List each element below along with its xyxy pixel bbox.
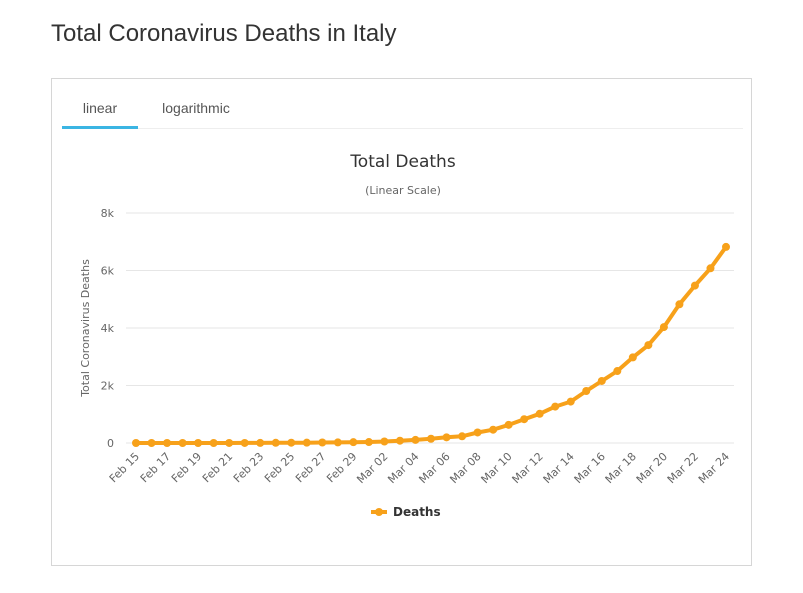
data-point[interactable] [364, 438, 373, 447]
data-point[interactable] [395, 436, 404, 445]
data-point[interactable] [597, 376, 606, 385]
x-tick-label: Feb 17 [138, 450, 173, 485]
x-tick-label: Mar 08 [447, 450, 483, 486]
data-point[interactable] [411, 435, 420, 444]
gridlines [126, 212, 734, 444]
tab-logarithmic-label: logarithmic [162, 100, 230, 116]
page-title: Total Coronavirus Deaths in Italy [51, 20, 397, 47]
data-point[interactable] [551, 402, 560, 411]
data-point[interactable] [644, 341, 653, 350]
y-axis-title: Total Coronavirus Deaths [79, 259, 92, 398]
y-tick-label: 6k [101, 265, 115, 278]
data-point[interactable] [706, 264, 715, 273]
data-point[interactable] [225, 438, 234, 447]
y-tick-label: 0 [107, 437, 114, 450]
y-axis-ticks: 0 2k 4k 6k 8k [101, 207, 115, 450]
x-tick-label: Mar 10 [479, 450, 515, 486]
x-tick-label: Feb 19 [169, 450, 204, 485]
legend[interactable]: Deaths [371, 505, 441, 519]
data-point[interactable] [582, 386, 591, 395]
data-point[interactable] [628, 353, 637, 362]
data-point[interactable] [147, 439, 156, 447]
data-point[interactable] [613, 367, 622, 376]
data-point[interactable] [520, 415, 529, 424]
x-tick-label: Mar 04 [385, 450, 421, 486]
x-tick-label: Mar 20 [634, 450, 670, 486]
x-tick-label: Feb 15 [107, 450, 142, 485]
series-line-deaths [134, 244, 728, 445]
data-point[interactable] [566, 397, 575, 406]
x-tick-label: Mar 24 [696, 450, 732, 486]
data-point[interactable] [271, 438, 280, 447]
y-tick-label: 2k [101, 380, 115, 393]
data-point[interactable] [287, 438, 296, 447]
data-point[interactable] [333, 438, 342, 447]
data-point[interactable] [535, 409, 544, 418]
data-point[interactable] [209, 439, 218, 447]
x-tick-label: Mar 06 [416, 450, 452, 486]
x-tick-label: Feb 23 [231, 450, 266, 485]
data-point[interactable] [163, 439, 172, 447]
data-point[interactable] [132, 439, 140, 447]
data-point[interactable] [690, 281, 699, 290]
y-tick-label: 4k [101, 322, 115, 335]
chart-title: Total Deaths [349, 152, 456, 172]
x-tick-label: Feb 27 [293, 450, 328, 485]
data-point[interactable] [349, 438, 358, 447]
tab-linear[interactable]: linear [62, 79, 138, 129]
data-point[interactable] [675, 300, 684, 309]
data-point[interactable] [458, 432, 467, 441]
tab-linear-label: linear [82, 100, 118, 116]
chart-subtitle: (Linear Scale) [365, 184, 441, 197]
x-tick-label: Feb 25 [262, 450, 297, 485]
data-point[interactable] [256, 438, 265, 447]
data-point[interactable] [722, 242, 730, 251]
scale-tabs: linear logarithmic [62, 79, 743, 129]
x-tick-label: Mar 16 [572, 450, 608, 486]
data-point[interactable] [489, 425, 498, 434]
x-tick-label: Mar 12 [510, 450, 546, 486]
x-tick-label: Feb 29 [324, 450, 359, 485]
active-tab-indicator [62, 126, 138, 129]
x-tick-label: Mar 02 [354, 450, 390, 486]
data-point[interactable] [659, 323, 668, 332]
data-point[interactable] [240, 438, 249, 447]
data-point[interactable] [178, 439, 187, 447]
data-point[interactable] [504, 420, 513, 429]
series-points [132, 242, 730, 447]
data-point[interactable] [442, 433, 451, 442]
data-point[interactable] [302, 438, 311, 447]
data-point[interactable] [194, 439, 203, 447]
x-tick-label: Mar 14 [541, 450, 577, 486]
data-point[interactable] [380, 437, 389, 446]
data-point[interactable] [473, 428, 482, 437]
legend-marker [375, 508, 383, 516]
x-tick-label: Mar 22 [665, 450, 701, 486]
data-point[interactable] [427, 434, 435, 443]
y-tick-label: 8k [101, 207, 115, 220]
deaths-line-chart: Total Deaths (Linear Scale) Total Corona… [79, 152, 734, 519]
data-point[interactable] [318, 438, 327, 447]
legend-label-deaths: Deaths [393, 505, 441, 519]
tab-logarithmic[interactable]: logarithmic [158, 79, 234, 128]
chart-panel: linear logarithmic Total Deaths (Linear … [51, 78, 752, 566]
x-tick-label: Feb 21 [200, 450, 235, 485]
x-tick-label: Mar 18 [603, 450, 639, 486]
